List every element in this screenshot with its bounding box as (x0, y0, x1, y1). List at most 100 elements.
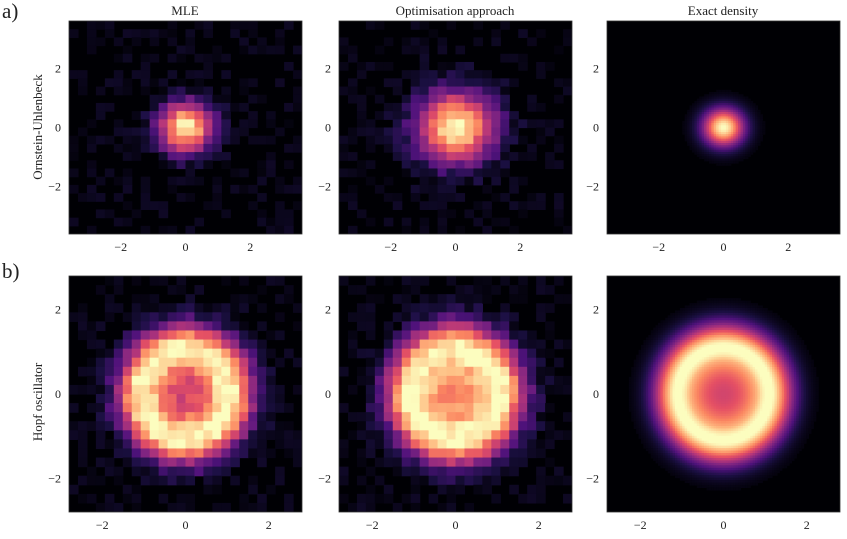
heatmap-cell (527, 119, 537, 129)
heatmap-cell (482, 168, 492, 178)
heatmap-cell (670, 425, 674, 430)
heatmap-cell (446, 339, 457, 350)
heatmap-cell (631, 406, 635, 410)
heatmap-cell (682, 421, 686, 425)
heatmap-cell (365, 357, 376, 368)
heatmap-cell (509, 375, 519, 386)
heatmap-cell (672, 406, 676, 410)
heatmap-cell (740, 109, 744, 113)
heatmap-cell (660, 342, 664, 346)
heatmap-cell (723, 317, 727, 321)
heatmap-cell (203, 321, 213, 332)
heatmap-cell (248, 484, 258, 495)
heatmap-cell (694, 344, 698, 348)
heatmap-cell (653, 381, 657, 385)
heatmap-cell (167, 21, 178, 30)
heatmap-cell (194, 330, 205, 341)
heatmap-cell (122, 45, 133, 55)
heatmap-cell (455, 357, 466, 368)
heatmap-cell (718, 344, 722, 348)
heatmap-cell (657, 344, 661, 348)
heatmap-cell (203, 94, 213, 104)
heatmap-cell (682, 335, 686, 339)
heatmap-cell (713, 158, 717, 162)
heatmap-cell (248, 45, 258, 55)
heatmap-cell (670, 391, 674, 395)
heatmap-cell (689, 428, 693, 432)
heatmap-cell (536, 493, 546, 504)
heatmap-cell (687, 391, 691, 395)
heatmap-cell (230, 439, 240, 450)
heatmap-cell (230, 394, 240, 404)
heatmap-cell (266, 448, 276, 459)
heatmap-cell (672, 347, 676, 351)
heatmap-cell (667, 425, 671, 430)
heatmap-cell (670, 366, 674, 371)
heatmap-cell (682, 411, 686, 415)
heatmap-cell (650, 335, 654, 339)
heatmap-cell (716, 100, 720, 104)
heatmap-cell (696, 151, 700, 155)
heatmap-cell (662, 448, 666, 452)
heatmap-cell (694, 325, 698, 329)
heatmap-cell (650, 347, 654, 351)
heatmap-cell (684, 467, 688, 471)
heatmap-cell (701, 443, 705, 447)
heatmap-cell (721, 438, 725, 442)
heatmap-cell (419, 70, 430, 79)
heatmap-cell (86, 29, 97, 38)
heatmap-cell (742, 116, 746, 120)
heatmap-cell (554, 475, 564, 486)
heatmap-cell (638, 408, 642, 412)
heatmap-cell (667, 374, 671, 378)
heatmap-cell (500, 366, 510, 377)
heatmap-cell (730, 138, 734, 142)
heatmap-cell (704, 408, 708, 412)
heatmap-cell (696, 428, 700, 432)
heatmap-cell (745, 109, 749, 113)
heatmap-cell (687, 381, 691, 385)
heatmap-cell (691, 107, 695, 111)
heatmap-cell (745, 105, 749, 109)
heatmap-cell (691, 465, 695, 469)
heatmap-cell (701, 445, 705, 449)
heatmap-cell (401, 439, 412, 450)
heatmap-cell (149, 53, 160, 63)
heatmap-cell (662, 339, 666, 343)
heatmap-cell (670, 379, 674, 383)
heatmap-cell (185, 493, 196, 504)
heatmap-cell (706, 448, 710, 452)
heatmap-cell (655, 430, 659, 434)
heatmap-cell (711, 325, 715, 329)
heatmap-cell (667, 423, 671, 427)
heatmap-cell (122, 127, 133, 137)
heatmap-cell (356, 285, 367, 295)
x-tick-label: −2 (96, 518, 109, 532)
heatmap-cell (500, 143, 510, 153)
heatmap-cell (701, 147, 705, 151)
heatmap-cell (699, 475, 703, 479)
heatmap-cell (500, 102, 510, 112)
heatmap-cell (701, 465, 705, 469)
heatmap-cell (706, 366, 710, 371)
heatmap-cell (446, 294, 457, 304)
heatmap-cell (77, 127, 88, 137)
heatmap-cell (657, 354, 661, 358)
heatmap-cell (689, 352, 693, 356)
heatmap-cell (696, 379, 700, 383)
heatmap-cell (701, 418, 705, 422)
heatmap-cell (691, 134, 695, 137)
heatmap-cell (113, 70, 124, 79)
heatmap-cell (699, 394, 703, 398)
heatmap-cell (69, 430, 79, 440)
heatmap-cell (419, 366, 430, 377)
heatmap-cell (648, 335, 652, 339)
heatmap-cell (167, 184, 178, 194)
heatmap-cell (670, 332, 674, 336)
heatmap-cell (723, 413, 727, 417)
heatmap-cell (437, 366, 448, 377)
heatmap-cell (158, 152, 169, 161)
heatmap-cell (694, 425, 698, 430)
heatmap-cell (455, 135, 466, 145)
heatmap-cell (747, 100, 751, 104)
